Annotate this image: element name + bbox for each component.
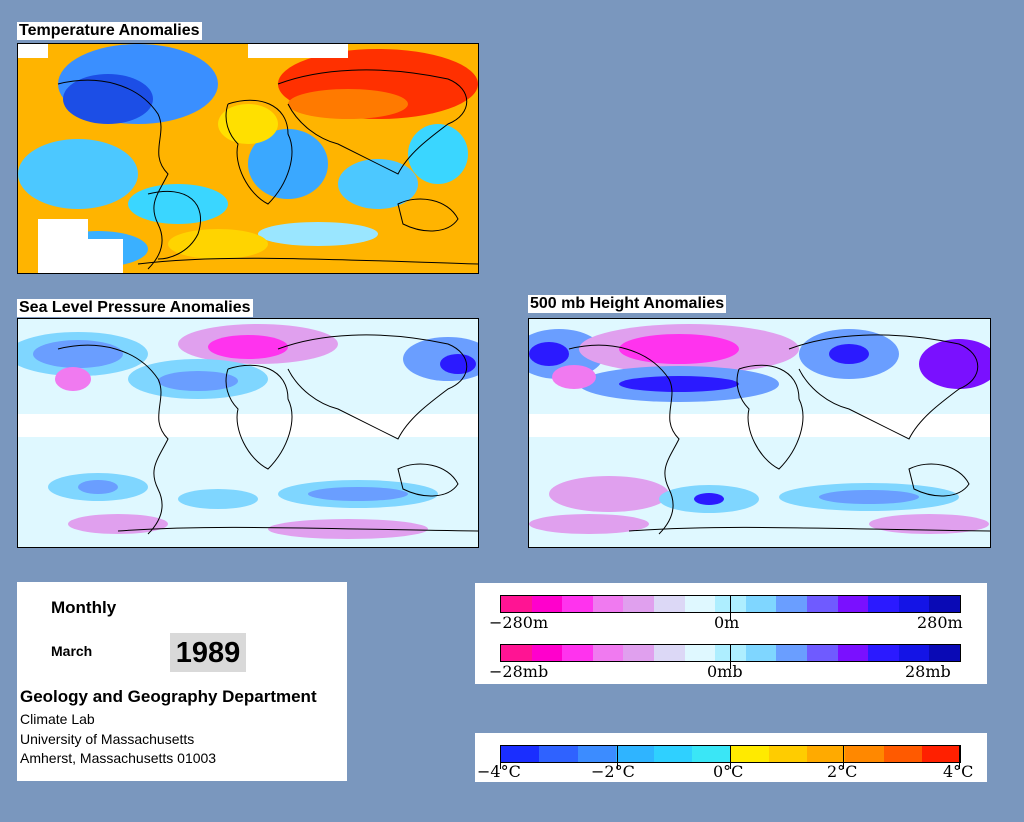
temp-scale-minus4: −4°C bbox=[477, 762, 521, 781]
scale-segment bbox=[898, 645, 930, 661]
temperature-anomaly-map bbox=[17, 43, 479, 274]
scale-segment bbox=[539, 746, 578, 762]
scale-segment bbox=[653, 645, 685, 661]
scale-segment bbox=[592, 645, 624, 661]
scale-segment bbox=[577, 746, 616, 762]
scale-segment bbox=[776, 596, 807, 612]
pressure-scale-max: 28mb bbox=[905, 662, 951, 681]
temp-scale-minus2: −2°C bbox=[591, 762, 635, 781]
scale-segment bbox=[868, 645, 899, 661]
temperature-legend: −4°C −2°C 0°C 2°C 4°C bbox=[475, 733, 987, 782]
scale-segment bbox=[837, 596, 869, 612]
scale-segment bbox=[730, 746, 769, 762]
scale-segment bbox=[653, 596, 685, 612]
scale-segment bbox=[845, 746, 884, 762]
scale-segment bbox=[807, 746, 846, 762]
scale-segment bbox=[501, 746, 540, 762]
scale-segment bbox=[837, 645, 869, 661]
scale-segment bbox=[531, 596, 563, 612]
temp-tick-3 bbox=[730, 745, 731, 769]
scale-segment bbox=[562, 645, 593, 661]
year-label: 1989 bbox=[170, 633, 246, 672]
scale-segment bbox=[654, 746, 693, 762]
scale-segment bbox=[776, 645, 807, 661]
temp-scale-plus4: 4°C bbox=[943, 762, 974, 781]
info-panel: Monthly March 1989 Geology and Geography… bbox=[17, 582, 347, 781]
pressure-scale-min: −28mb bbox=[489, 662, 549, 681]
sea-level-pressure-anomaly-map bbox=[17, 318, 479, 548]
temp-tick-4 bbox=[843, 745, 844, 769]
scale-segment bbox=[692, 746, 731, 762]
slp-map-title: Sea Level Pressure Anomalies bbox=[17, 299, 253, 317]
scale-segment bbox=[929, 645, 960, 661]
height-map-title: 500 mb Height Anomalies bbox=[528, 295, 727, 313]
scale-segment bbox=[929, 596, 960, 612]
scale-segment bbox=[745, 596, 777, 612]
height-scale-zero-tick bbox=[730, 595, 731, 620]
address: Amherst, Massachusetts 01003 bbox=[20, 750, 217, 766]
scale-segment bbox=[501, 645, 532, 661]
temp-scale-zero: 0°C bbox=[713, 762, 744, 781]
university-name: University of Massachusetts bbox=[20, 731, 195, 747]
pressure-scale-mid: 0mb bbox=[707, 662, 743, 681]
scale-segment bbox=[883, 746, 922, 762]
height-scale-max: 280m bbox=[917, 613, 963, 632]
temp-tick-5 bbox=[959, 745, 960, 769]
500mb-height-anomaly-map bbox=[528, 318, 991, 548]
scale-segment bbox=[768, 746, 807, 762]
scale-segment bbox=[806, 645, 838, 661]
scale-segment bbox=[921, 746, 960, 762]
scale-segment bbox=[592, 596, 624, 612]
temperature-map-title: Temperature Anomalies bbox=[17, 22, 202, 40]
scale-segment bbox=[745, 645, 777, 661]
scale-segment bbox=[684, 596, 716, 612]
pressure-height-legend: −280m 0m 280m −28mb 0mb 28mb bbox=[475, 583, 987, 684]
temp-scale-plus2: 2°C bbox=[827, 762, 858, 781]
month-label: March bbox=[51, 643, 93, 659]
department-name: Geology and Geography Department bbox=[20, 687, 317, 706]
scale-segment bbox=[623, 596, 654, 612]
scale-segment bbox=[531, 645, 563, 661]
temp-tick-1 bbox=[500, 745, 501, 769]
scale-segment bbox=[806, 596, 838, 612]
scale-segment bbox=[501, 596, 532, 612]
height-scale-mid: 0m bbox=[714, 613, 740, 632]
pressure-scale-zero-tick bbox=[730, 644, 731, 669]
scale-segment bbox=[868, 596, 899, 612]
scale-segment bbox=[898, 596, 930, 612]
temp-tick-2 bbox=[617, 745, 618, 769]
scale-segment bbox=[562, 596, 593, 612]
lab-name: Climate Lab bbox=[20, 711, 95, 727]
period-label: Monthly bbox=[51, 598, 117, 617]
scale-segment bbox=[615, 746, 654, 762]
height-scale-min: −280m bbox=[489, 613, 549, 632]
scale-segment bbox=[623, 645, 654, 661]
scale-segment bbox=[684, 645, 716, 661]
